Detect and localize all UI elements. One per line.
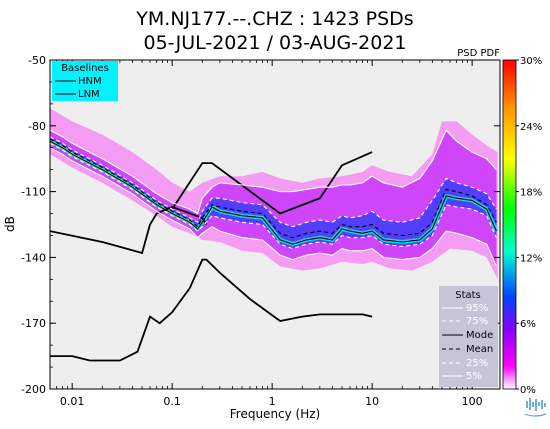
plot-layer (50, 108, 499, 362)
series-mode-line (50, 140, 497, 245)
stats-25-label: 25% (466, 358, 488, 369)
y-axis-label: dB (3, 216, 17, 232)
series-5pct-line (50, 147, 497, 267)
x-axis-label: Frequency (Hz) (230, 407, 321, 421)
x-tick-label: 1 (269, 395, 276, 408)
x-tick-label: 0.01 (60, 395, 85, 408)
hnm-legend-label: HNM (78, 76, 102, 87)
stats-5-label: 5% (466, 371, 482, 382)
colorbar (502, 59, 517, 390)
series-95pct-line (50, 129, 497, 215)
stats-mode-label: Mode (466, 330, 493, 341)
stats-legend-title: Stats (455, 290, 481, 301)
colorbar-tick-label: 6% (520, 319, 536, 330)
y-tick-label: -80 (28, 120, 46, 133)
colorbar-tick-label: 18% (520, 188, 542, 199)
axis-layer: 0.01 0.1 1 10 100 -50 -80 -110 -140 -170 -200 (21, 54, 500, 408)
series-25pct-line (50, 142, 497, 250)
y-tick-label: -200 (21, 383, 46, 396)
series-75pct-line (50, 136, 497, 228)
colorbar-tick-label: 30% (520, 56, 542, 67)
series-mean-line (50, 138, 497, 239)
x-tick-label: 0.1 (163, 395, 181, 408)
stats-legend-box (439, 286, 498, 387)
stats-75-label: 75% (466, 316, 488, 327)
hnm-line (171, 151, 373, 215)
chart-subtitle: 05-JUL-2021 / 03-AUG-2021 (144, 32, 407, 54)
stats-95-label: 95% (466, 303, 488, 314)
x-tick-label: 10 (365, 395, 379, 408)
reference-line (50, 206, 208, 255)
x-tick-label: 100 (462, 395, 483, 408)
colorbar-tick-label: 24% (520, 122, 542, 133)
lnm-legend-label: LNM (78, 89, 100, 100)
y-tick-label: -170 (21, 317, 46, 330)
colorbar-ticks: 30% 24% 18% 12% 6% 0% (516, 56, 542, 396)
baselines-legend-title: Baselines (61, 63, 109, 74)
y-tick-label: -110 (21, 186, 46, 199)
colorbar-tick-label: 12% (520, 253, 542, 264)
plot-frame (49, 59, 501, 390)
colorbar-tick-label: 0% (520, 385, 536, 396)
chart-title: YM.NJ177.--.CHZ : 1423 PSDs (135, 8, 413, 30)
y-tick-label: -50 (28, 54, 46, 67)
baselines-legend: Baselines HNM LNM (52, 61, 118, 101)
stats-legend: Stats 95% 75% Mode Mean 25% 5% (439, 286, 498, 387)
colorbar-title: PSD PDF (457, 48, 500, 59)
stats-mean-label: Mean (466, 344, 493, 355)
logo-icon (524, 398, 547, 417)
lnm-line (50, 258, 373, 362)
y-tick-label: -140 (21, 251, 46, 264)
